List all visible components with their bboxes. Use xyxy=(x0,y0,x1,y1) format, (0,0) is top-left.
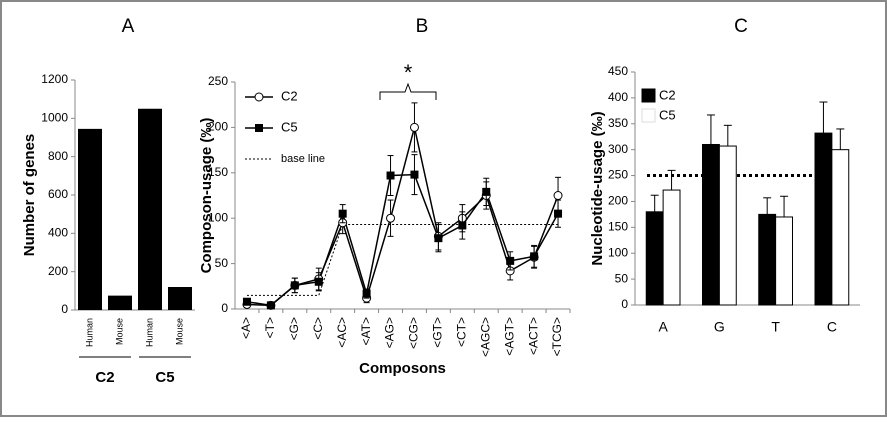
y-tick-label: 200 xyxy=(208,120,228,134)
group-label: C5 xyxy=(155,369,174,386)
x-tick-label: <C> xyxy=(311,317,325,340)
legend-label: C2 xyxy=(281,88,298,103)
y-tick-label: 50 xyxy=(215,256,229,270)
legend-marker xyxy=(254,92,264,102)
y-axis-label: Composon-usage (‰) xyxy=(198,118,215,274)
point xyxy=(266,301,275,310)
point xyxy=(506,256,515,265)
bar xyxy=(814,132,833,306)
y-tick-label: 450 xyxy=(608,64,628,78)
x-tick-label: A xyxy=(658,319,668,335)
x-tick-label: <AG> xyxy=(383,317,397,348)
x-tick-label: <AGT> xyxy=(502,317,516,356)
legend-label: C5 xyxy=(281,119,298,134)
y-tick-label: 1000 xyxy=(41,111,68,125)
bar xyxy=(138,108,162,310)
legend-label: C2 xyxy=(659,87,676,102)
y-tick-label: 0 xyxy=(621,297,628,311)
point xyxy=(458,221,467,230)
y-tick-label: 1200 xyxy=(41,72,68,86)
point xyxy=(290,281,299,290)
x-tick-label: <GT> xyxy=(431,317,445,348)
x-tick-label: <AGC> xyxy=(478,317,492,357)
point xyxy=(554,209,563,218)
legend-label: base line xyxy=(281,153,325,165)
x-tick-label: Mouse xyxy=(114,318,124,345)
x-tick-label: <A> xyxy=(239,317,253,339)
y-tick-label: 600 xyxy=(48,187,68,201)
point xyxy=(338,209,347,218)
y-tick-label: 250 xyxy=(208,74,228,88)
bar xyxy=(702,143,720,306)
y-tick-label: 200 xyxy=(608,194,628,208)
y-tick-label: 300 xyxy=(608,142,628,156)
legend-swatch xyxy=(641,108,656,123)
x-tick-label: <CT> xyxy=(454,317,468,347)
y-tick-label: 400 xyxy=(48,226,68,240)
x-tick-label: Mouse xyxy=(174,318,184,345)
y-tick-label: 100 xyxy=(208,210,228,224)
bar xyxy=(108,295,132,310)
x-tick-label: G xyxy=(714,319,725,335)
x-tick-label: T xyxy=(771,319,780,335)
bar xyxy=(645,211,664,306)
point xyxy=(482,187,491,196)
point xyxy=(434,234,443,243)
x-tick-label: Human xyxy=(144,318,154,347)
x-tick-label: <ACT> xyxy=(526,317,540,355)
y-tick-label: 200 xyxy=(48,264,68,278)
y-tick-label: 150 xyxy=(208,165,228,179)
point xyxy=(314,277,323,286)
x-axis-label: Composons xyxy=(359,360,446,377)
y-tick-label: 400 xyxy=(608,90,628,104)
point xyxy=(530,252,539,261)
point xyxy=(386,171,395,180)
y-tick-label: 100 xyxy=(608,245,628,259)
panel-title: B xyxy=(416,16,429,37)
bar xyxy=(775,216,793,306)
bar xyxy=(662,189,681,306)
point xyxy=(242,297,251,306)
x-tick-label: <CG> xyxy=(407,317,421,349)
y-tick-label: 150 xyxy=(608,220,628,234)
panel-title: C xyxy=(734,16,748,37)
bar xyxy=(758,213,777,306)
bar xyxy=(78,128,102,310)
point xyxy=(410,170,419,179)
y-tick-label: 0 xyxy=(221,301,228,315)
x-tick-label: <AC> xyxy=(335,317,349,348)
x-tick-label: C xyxy=(827,319,837,335)
annotation: * xyxy=(404,60,413,85)
bar xyxy=(718,145,737,306)
y-tick-label: 250 xyxy=(608,168,628,182)
y-tick-label: 0 xyxy=(61,302,68,316)
legend-marker xyxy=(255,124,263,132)
y-tick-label: 350 xyxy=(608,116,628,130)
y-tick-label: 50 xyxy=(615,271,629,285)
y-axis-label: Nucleotide-usage (‰) xyxy=(589,111,606,265)
y-axis-label: Number of genes xyxy=(21,134,38,257)
bar xyxy=(831,149,850,306)
x-tick-label: <G> xyxy=(287,317,301,340)
point xyxy=(386,213,396,223)
significance-brace xyxy=(379,82,437,100)
x-tick-label: <TCG> xyxy=(550,317,564,356)
legend-label: C5 xyxy=(659,107,676,122)
point xyxy=(362,289,371,298)
y-tick-label: 800 xyxy=(48,149,68,163)
x-tick-label: <T> xyxy=(263,317,277,338)
bar xyxy=(168,287,192,310)
group-label: C2 xyxy=(95,369,114,386)
x-tick-label: Human xyxy=(84,318,94,347)
point xyxy=(553,191,563,200)
x-tick-label: <AT> xyxy=(359,317,373,345)
point xyxy=(409,122,419,132)
legend-swatch xyxy=(641,88,656,103)
panel-title: A xyxy=(122,16,135,37)
